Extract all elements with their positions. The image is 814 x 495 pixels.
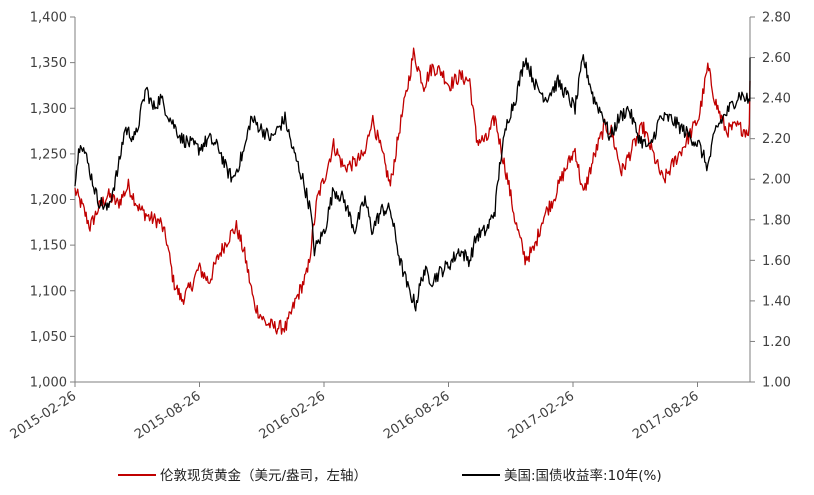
chart-axes: 1,000 1,050 1,100 1,150 1,200 1,250 1,300 1,350…: [8, 11, 791, 443]
left-y-tick-label: 1,150: [30, 239, 67, 254]
gold-price-line: [74, 47, 751, 335]
right-y-tick-label: 2.20: [762, 132, 791, 147]
left-y-tick-label: 1,000: [30, 376, 67, 391]
left-y-tick-label: 1,100: [30, 284, 67, 299]
right-y-tick-label: 1.40: [762, 294, 791, 309]
x-tick-label: 2015-02-26: [8, 389, 80, 443]
legend-label-treasury: 美国:国债收益率:10年(%): [504, 467, 662, 484]
left-y-tick-label: 1,050: [30, 330, 67, 345]
right-y-tick-label: 2.40: [762, 92, 791, 107]
right-y-tick-label: 1.60: [762, 254, 791, 269]
right-y-tick-label: 1.20: [762, 335, 791, 350]
x-tick-label: 2017-08-26: [630, 389, 702, 443]
left-y-tick-label: 1,250: [30, 147, 67, 162]
right-y-tick-label: 2.80: [762, 11, 791, 26]
treasury-yield-line: [74, 54, 751, 312]
right-y-tick-label: 2.00: [762, 173, 791, 188]
x-tick-label: 2016-08-26: [381, 389, 453, 443]
chart-legend: 伦敦现货黄金（美元/盎司，左轴） 美国:国债收益率:10年(%): [118, 467, 662, 484]
left-y-tick-label: 1,350: [30, 56, 67, 71]
right-y-tick-label: 1.80: [762, 213, 791, 228]
legend-label-gold: 伦敦现货黄金（美元/盎司，左轴）: [160, 467, 367, 484]
right-y-tick-label: 1.00: [762, 376, 791, 391]
left-y-tick-label: 1,400: [30, 11, 67, 26]
series-layer: [74, 47, 751, 335]
right-y-tick-label: 2.60: [762, 51, 791, 66]
left-y-tick-label: 1,200: [30, 193, 67, 208]
x-tick-label: 2016-02-26: [257, 389, 329, 443]
left-y-tick-label: 1,300: [30, 102, 67, 117]
x-tick-label: 2015-08-26: [132, 389, 204, 443]
x-tick-label: 2017-02-26: [506, 389, 578, 443]
